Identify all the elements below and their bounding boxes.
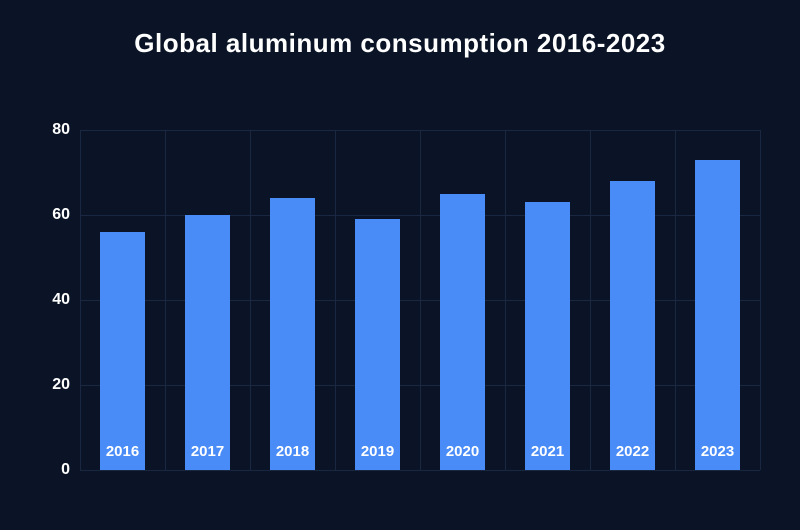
bar [185,215,229,470]
bar [100,232,144,470]
y-tick-label: 60 [52,206,80,224]
vgridline [760,130,761,470]
y-tick-label: 20 [52,376,80,394]
bar [525,202,569,470]
x-tick-label: 2023 [701,443,734,460]
x-tick-label: 2018 [276,443,309,460]
y-tick-label: 0 [61,461,80,479]
bars-group: 2016 2017 2018 2019 2020 2021 2022 2023 [80,130,760,470]
x-tick-label: 2021 [531,443,564,460]
x-tick-label: 2016 [106,443,139,460]
bar [610,181,654,470]
bar [695,160,739,470]
gridline [80,470,760,471]
plot-area: 020406080 201620172018201920202021202220… [80,130,760,470]
bar [355,219,399,470]
bar [270,198,314,470]
bar [440,194,484,470]
x-tick-label: 2022 [616,443,649,460]
chart-title: Global aluminum consumption 2016-2023 [20,28,780,59]
chart-container: Global aluminum consumption 2016-2023 02… [0,0,800,530]
x-tick-label: 2019 [361,443,394,460]
y-tick-label: 80 [52,121,80,139]
x-tick-label: 2020 [446,443,479,460]
y-tick-label: 40 [52,291,80,309]
x-tick-label: 2017 [191,443,224,460]
